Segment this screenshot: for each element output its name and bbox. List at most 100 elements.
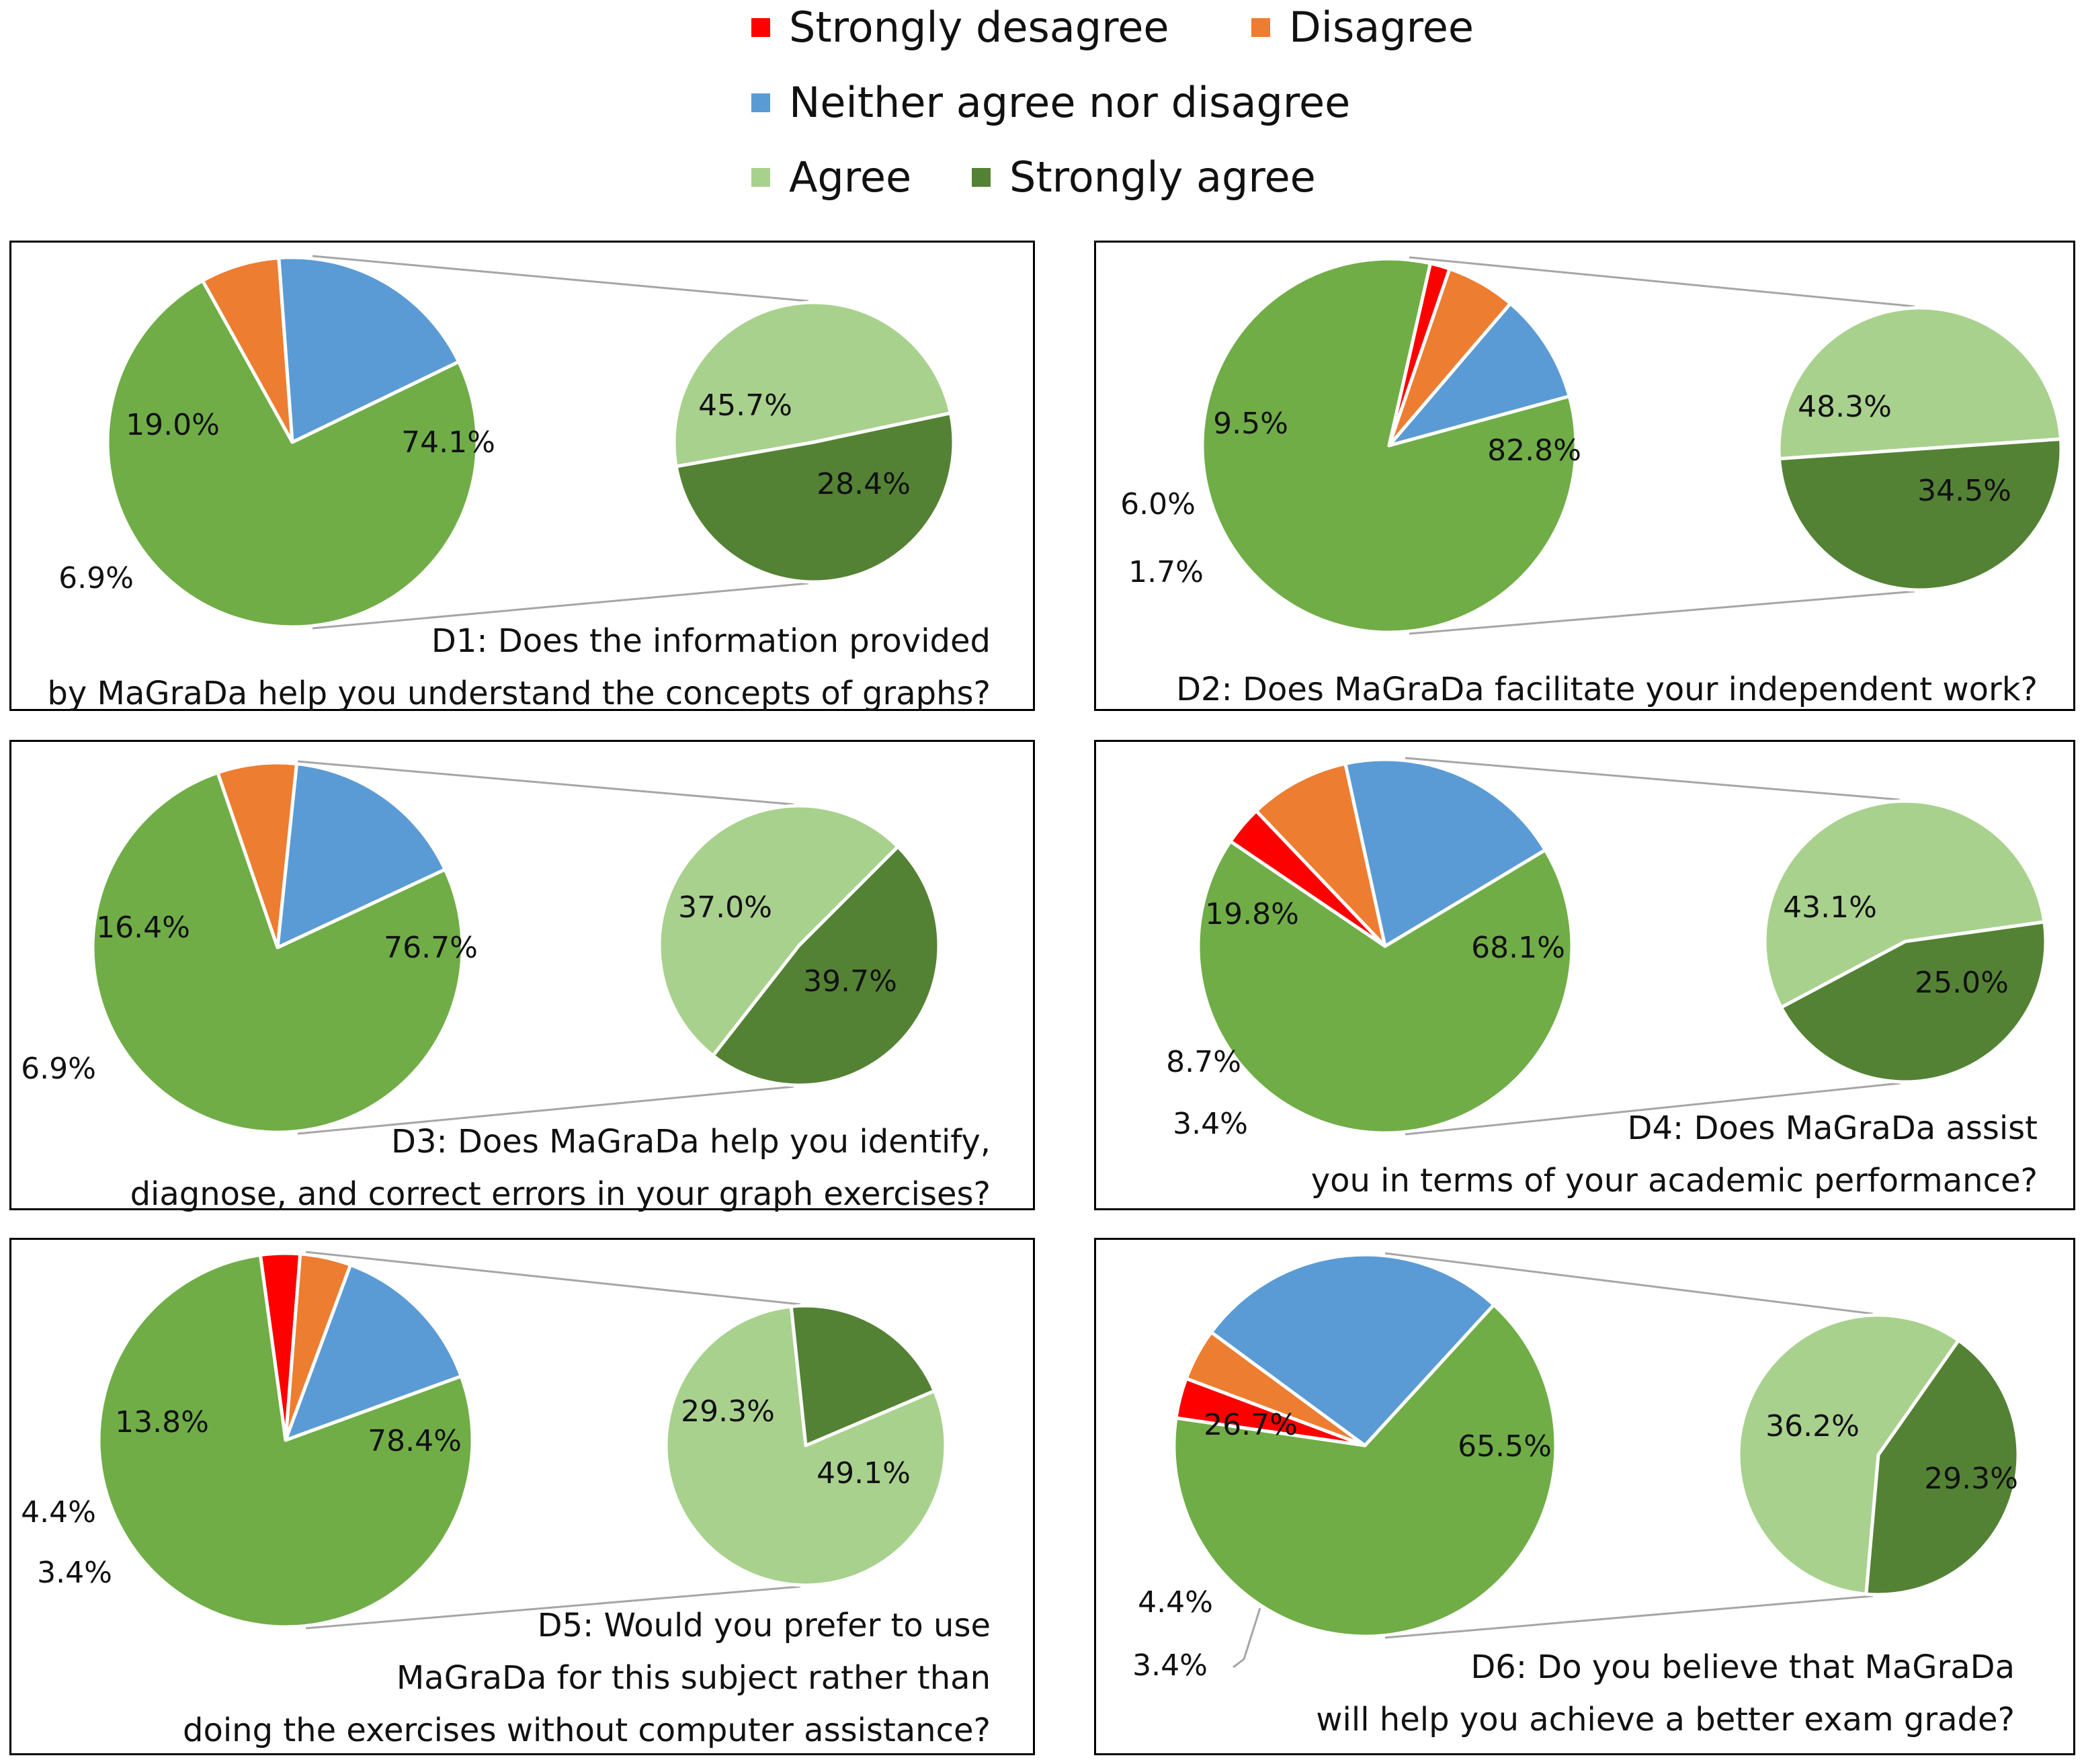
main-slice-d4-0 <box>1196 839 1574 1135</box>
legend-label-strongly-disagree: Strongly desagree <box>789 3 1169 52</box>
pie-chart-d2: 82.8% 1.7% 6.0% 9.5% 48.3% 34.5% <box>1120 256 2063 635</box>
main-label-d1-2: 19.0% <box>126 408 220 442</box>
chart-panel-d6: 65.5% 3.4% 4.4% 26.7% 36.2% 29.3% <box>1094 1238 2075 1755</box>
question-line-d3-0: D3: Does MaGraDa help you identify, <box>391 1123 991 1161</box>
connector-line-d6-top <box>1384 1252 1874 1315</box>
main-label-d4-1: 3.4% <box>1173 1107 1248 1141</box>
detail-label-d6-1: 29.3% <box>1924 1462 2018 1496</box>
main-slice-d5-3 <box>284 1263 463 1442</box>
question-d1: D1: Does the information provided by MaGr… <box>47 615 991 720</box>
main-label-d6-3: 26.7% <box>1204 1408 1298 1442</box>
detail-label-d2-0: 48.3% <box>1798 390 1892 424</box>
question-d6: D6: Do you believe that MaGraDa will help… <box>1316 1641 2015 1746</box>
question-line-d4-1: you in terms of your academic performanc… <box>1310 1162 2038 1200</box>
detail-label-d4-0: 43.1% <box>1783 890 1877 925</box>
legend-swatch-strongly-agree <box>972 168 991 187</box>
main-slice-d3-2 <box>276 761 447 950</box>
chart-panel-d5: 78.4% 3.4% 4.4% 13.8% 29.3% 49.1% <box>9 1238 1035 1755</box>
legend-label-strongly-agree: Strongly agree <box>1009 153 1316 202</box>
detail-slice-d4-1 <box>1779 920 2048 1084</box>
connector-line-d2-top <box>1409 256 1915 308</box>
main-slice-d4-2 <box>1254 761 1387 948</box>
main-label-d4-3: 19.8% <box>1205 897 1299 931</box>
chart-panel-d3: 76.7% 6.9% 16.4% 37.0% 39.7% <box>9 740 1035 1210</box>
legend-swatch-neither <box>751 93 770 112</box>
legend-swatch-strongly-disagree <box>751 18 770 37</box>
question-d3: D3: Does MaGraDa help you identify, diagn… <box>130 1116 991 1220</box>
legend-swatch-agree <box>751 168 770 187</box>
main-slice-d1-0 <box>106 279 479 629</box>
detail-label-d3-0: 37.0% <box>678 890 772 925</box>
main-label-d5-0: 78.4% <box>368 1424 462 1458</box>
main-label-d5-1: 3.4% <box>37 1556 112 1590</box>
legend-label-agree: Agree <box>789 153 912 202</box>
legend-item-strongly-disagree: Strongly desagree <box>751 7 1169 48</box>
chart-panel-d4: 68.1% 3.4% 8.7% 19.8% 43.1% 25.0% <box>1094 740 2075 1210</box>
leader-line-d6 <box>1233 1607 1261 1669</box>
main-label-d1-0: 74.1% <box>401 425 495 460</box>
main-label-d5-2: 4.4% <box>21 1495 96 1529</box>
detail-slice-d2-1 <box>1778 437 2063 592</box>
main-label-d4-2: 8.7% <box>1166 1045 1241 1079</box>
main-slice-d3-0 <box>91 771 464 1134</box>
detail-slice-d4-0 <box>1763 799 2046 1009</box>
connector-line-d6-bottom <box>1384 1595 1874 1639</box>
question-line-d5-2: doing the exercises without computer ass… <box>183 1712 991 1749</box>
detail-slice-d1-1 <box>674 411 956 584</box>
main-label-d2-3: 9.5% <box>1213 407 1288 441</box>
main-label-d5-3: 13.8% <box>115 1405 209 1439</box>
legend-item-strongly-agree: Strongly agree <box>972 157 1316 198</box>
main-slice-d2-3 <box>1387 302 1571 448</box>
legend-item-agree: Agree <box>751 157 911 198</box>
question-line-d6-1: will help you achieve a better exam grad… <box>1316 1701 2015 1738</box>
main-slice-d6-0 <box>1172 1303 1558 1638</box>
detail-label-d1-0: 45.7% <box>698 388 792 423</box>
main-slice-d1-2 <box>277 255 461 444</box>
detail-label-d3-1: 39.7% <box>803 964 897 999</box>
main-label-d1-1: 6.9% <box>58 561 134 595</box>
main-label-d6-1: 3.4% <box>1132 1648 1208 1683</box>
question-line-d6-0: D6: Do you believe that MaGraDa <box>1470 1648 2015 1686</box>
connector-line-d4-top <box>1405 757 1901 801</box>
connector-line-d1-top <box>312 255 809 302</box>
question-line-d1-1: by MaGraDa help you understand the conce… <box>47 675 991 712</box>
legend: Strongly desagree Disagree Neither agree… <box>0 0 2084 222</box>
question-line-d5-0: D5: Would you prefer to use <box>537 1607 991 1644</box>
question-line-d3-1: diagnose, and correct errors in your gra… <box>130 1175 991 1213</box>
connector-line-d3-top <box>297 760 794 806</box>
detail-label-d4-1: 25.0% <box>1915 966 2009 1000</box>
pie-chart-d1: 74.1% 6.9% 19.0% 45.7% 28.4% <box>58 255 956 630</box>
connector-line-d1-bottom <box>312 582 809 630</box>
pie-chart-d5: 78.4% 3.4% 4.4% 13.8% 29.3% 49.1% <box>21 1251 948 1630</box>
connector-line-d2-bottom <box>1409 590 1915 635</box>
main-label-d2-2: 6.0% <box>1120 487 1196 521</box>
legend-item-neither: Neither agree nor disagree <box>751 82 1350 124</box>
main-slice-d6-3 <box>1209 1253 1496 1447</box>
main-label-d2-1: 1.7% <box>1128 555 1204 589</box>
detail-label-d5-1: 49.1% <box>817 1456 911 1490</box>
main-label-d3-1: 6.9% <box>21 1052 96 1086</box>
main-label-d2-0: 82.8% <box>1487 433 1581 468</box>
detail-label-d1-1: 28.4% <box>817 467 911 501</box>
legend-swatch-disagree <box>1251 18 1270 37</box>
question-d2: D2: Does MaGraDa facilitate your indepen… <box>1176 663 2038 716</box>
detail-slice-d3-0 <box>657 804 900 1058</box>
legend-label-disagree: Disagree <box>1289 3 1474 52</box>
legend-item-disagree: Disagree <box>1251 7 1474 48</box>
question-line-d1-0: D1: Does the information provided <box>431 622 991 660</box>
connector-line-d4-bottom <box>1405 1082 1901 1136</box>
pie-chart-d3: 76.7% 6.9% 16.4% 37.0% 39.7% <box>21 760 941 1135</box>
chart-panel-d1: 74.1% 6.9% 19.0% 45.7% 28.4% <box>9 241 1035 711</box>
question-d5: D5: Would you prefer to use MaGraDa for t… <box>183 1599 991 1757</box>
main-slice-d4-3 <box>1343 757 1547 948</box>
pie-chart-d4: 68.1% 3.4% 8.7% 19.8% 43.1% 25.0% <box>1166 757 2048 1141</box>
question-d4: D4: Does MaGraDa assist you in terms of y… <box>1311 1102 2038 1207</box>
main-label-d3-2: 16.4% <box>96 911 190 945</box>
detail-slice-d6-0 <box>1737 1313 1960 1596</box>
question-line-d5-1: MaGraDa for this subject rather than <box>396 1659 991 1697</box>
legend-label-neither: Neither agree nor disagree <box>789 78 1351 127</box>
pie-chart-d6: 65.5% 3.4% 4.4% 26.7% 36.2% 29.3% <box>1132 1252 2020 1683</box>
connector-line-d3-bottom <box>297 1085 794 1135</box>
detail-label-d6-0: 36.2% <box>1765 1409 1860 1443</box>
detail-slice-d1-0 <box>672 300 952 468</box>
